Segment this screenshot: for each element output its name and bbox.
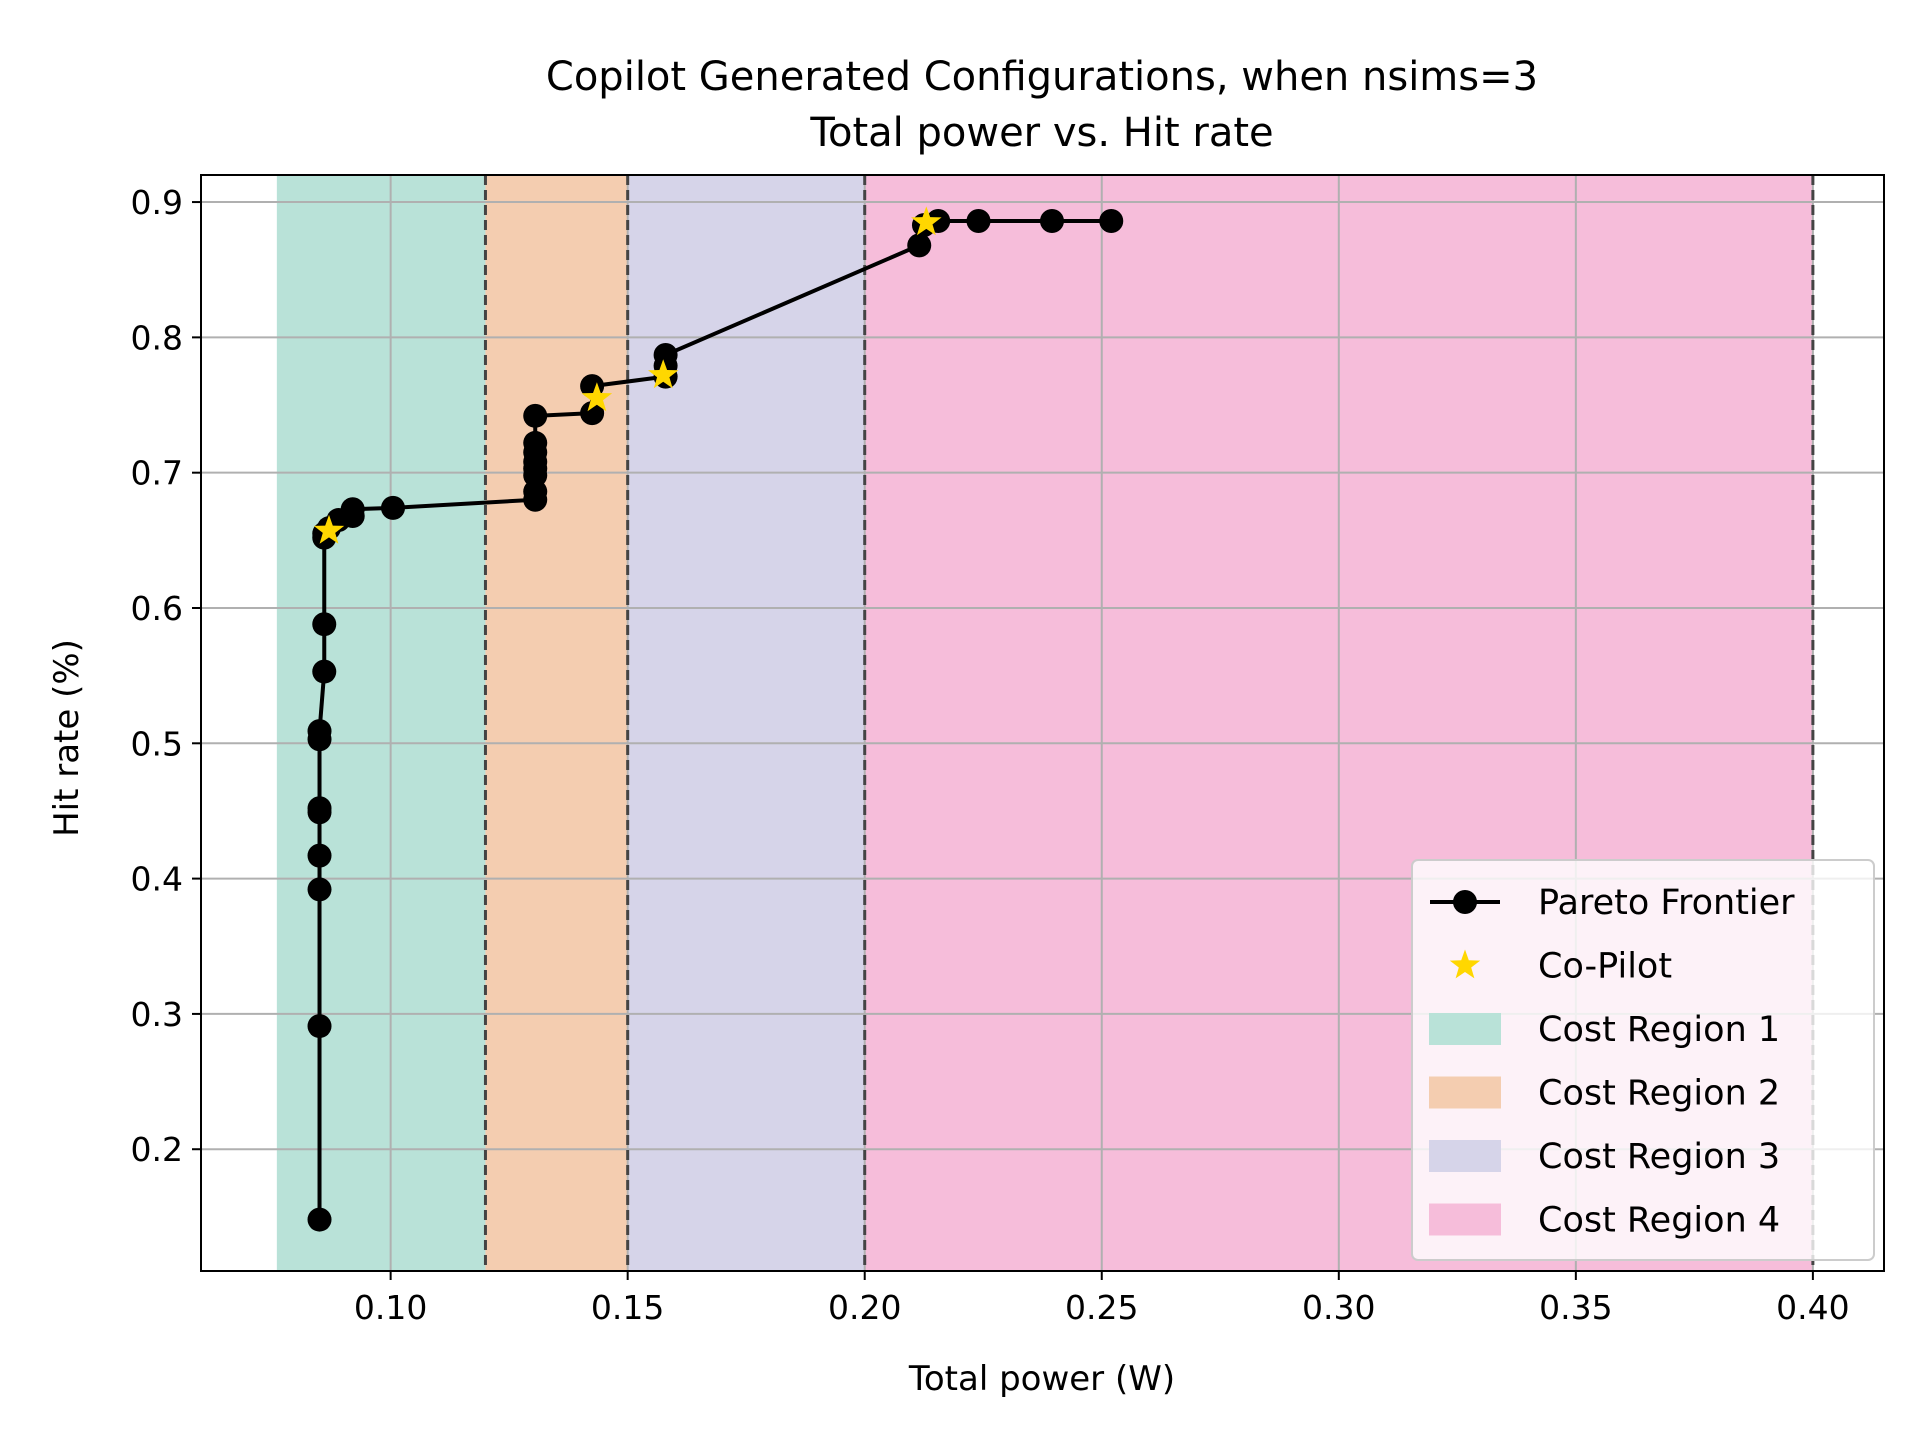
cost-region-3 [627, 175, 865, 1271]
legend-label-region-1: Cost Region 1 [1538, 1010, 1780, 1050]
x-tick-label: 0.20 [828, 1288, 901, 1327]
legend-swatch-region-2 [1429, 1076, 1501, 1109]
legend: Pareto Frontier Co-Pilot Cost Region 1 Cost… [1411, 859, 1875, 1261]
y-tick-label: 0.8 [131, 318, 183, 357]
x-axis-ticks: 0.10 0.15 0.20 0.25 0.30 0.35 0.40 [354, 1271, 1850, 1327]
y-tick-label: 0.5 [131, 724, 183, 763]
pareto-point [307, 796, 332, 821]
pareto-point [307, 1207, 332, 1232]
chart-title: Copilot Generated Configurations, when n… [546, 54, 1538, 100]
y-tick-label: 0.6 [131, 589, 183, 628]
copilot-star [313, 514, 345, 544]
pareto-point [1039, 209, 1064, 234]
x-tick-label: 0.35 [1539, 1288, 1612, 1327]
legend-label-region-4: Cost Region 4 [1538, 1201, 1780, 1241]
pareto-point [312, 659, 337, 684]
chart-subtitle: Total power vs. Hit rate [809, 110, 1273, 156]
pareto-point [307, 1014, 332, 1039]
pareto-point [340, 497, 365, 522]
legend-label-pareto: Pareto Frontier [1538, 883, 1795, 923]
y-axis-ticks: 0.2 0.3 0.4 0.5 0.6 0.7 0.8 0.9 [131, 183, 201, 1169]
cost-region-2 [485, 175, 628, 1271]
legend-swatch-region-1 [1429, 1013, 1501, 1045]
y-tick-label: 0.9 [131, 183, 183, 222]
pareto-point [381, 495, 406, 520]
y-tick-label: 0.3 [131, 995, 183, 1034]
region-boundaries [483, 175, 1815, 1271]
legend-swatch-region-4 [1429, 1203, 1501, 1236]
copilot-star [648, 359, 679, 389]
copilot-star [581, 382, 613, 412]
x-tick-label: 0.15 [591, 1288, 664, 1327]
pareto-point [580, 401, 605, 426]
pareto-point [653, 342, 678, 367]
y-tick-label: 0.7 [131, 454, 183, 493]
legend-swatch-region-3 [1429, 1140, 1501, 1172]
legend-marker-pareto [1453, 890, 1477, 914]
y-tick-label: 0.2 [131, 1130, 183, 1169]
legend-label-region-2: Cost Region 2 [1538, 1074, 1780, 1114]
pareto-point [307, 843, 332, 868]
series-layer [307, 206, 1124, 1232]
pareto-point [523, 430, 548, 455]
x-axis-label: Total power (W) [908, 1359, 1175, 1399]
x-tick-label: 0.25 [1065, 1288, 1138, 1327]
pareto-point [312, 612, 337, 637]
copilot-star [911, 206, 942, 236]
y-axis-label: Hit rate (%) [47, 639, 87, 837]
legend-label-copilot: Co-Pilot [1538, 947, 1672, 987]
legend-label-region-3: Cost Region 3 [1538, 1137, 1780, 1177]
x-tick-label: 0.10 [354, 1288, 427, 1327]
plot-frame [200, 174, 1885, 1272]
cost-region-1 [276, 175, 486, 1271]
x-tick-label: 0.40 [1776, 1288, 1849, 1327]
pareto-point [966, 209, 991, 234]
x-tick-label: 0.30 [1302, 1288, 1375, 1327]
y-tick-label: 0.4 [131, 860, 183, 899]
pareto-point [907, 233, 932, 258]
legend-box [1411, 859, 1875, 1261]
pareto-point [307, 877, 332, 902]
pareto-point [1099, 209, 1124, 234]
pareto-point [523, 403, 548, 428]
pareto-point [307, 719, 332, 744]
legend-marker-copilot [1449, 949, 1481, 979]
